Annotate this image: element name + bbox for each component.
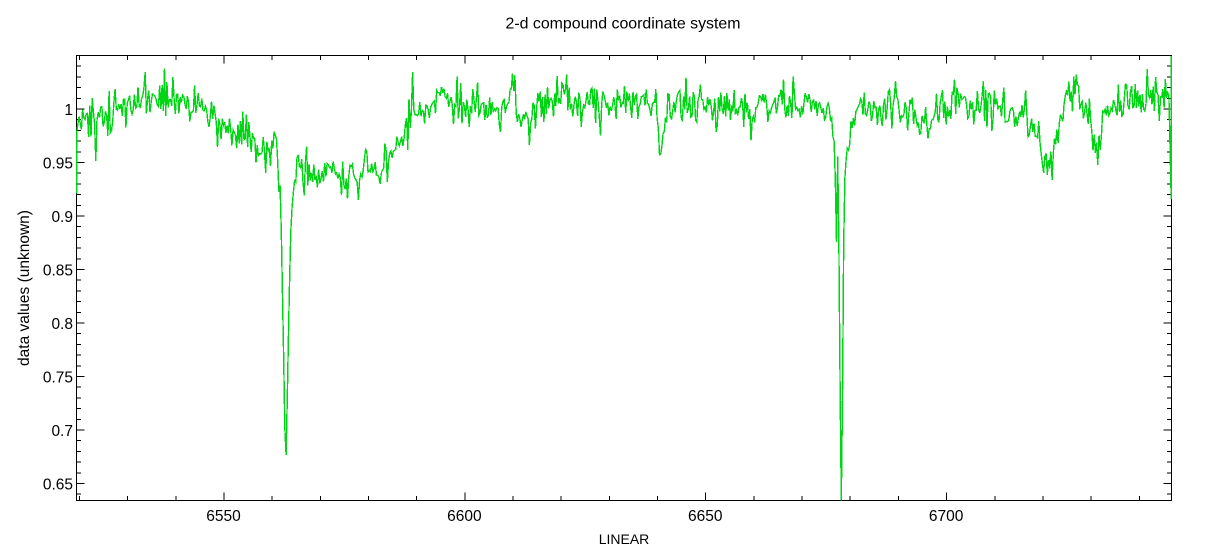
svg-text:0.85: 0.85 xyxy=(43,263,73,280)
svg-text:6550: 6550 xyxy=(206,508,241,525)
svg-text:0.65: 0.65 xyxy=(43,477,73,494)
svg-text:0.95: 0.95 xyxy=(43,156,73,173)
svg-text:6600: 6600 xyxy=(447,508,482,525)
svg-text:0.7: 0.7 xyxy=(51,423,73,440)
svg-text:6700: 6700 xyxy=(929,508,964,525)
svg-text:0.8: 0.8 xyxy=(51,316,73,333)
svg-text:0.75: 0.75 xyxy=(43,370,73,387)
svg-text:1: 1 xyxy=(64,102,73,119)
svg-text:6650: 6650 xyxy=(688,508,723,525)
svg-text:LINEAR: LINEAR xyxy=(599,531,650,547)
svg-text:2-d compound coordinate system: 2-d compound coordinate system xyxy=(506,16,741,33)
svg-text:data values (unknown): data values (unknown) xyxy=(16,210,33,366)
svg-text:0.9: 0.9 xyxy=(51,209,73,226)
